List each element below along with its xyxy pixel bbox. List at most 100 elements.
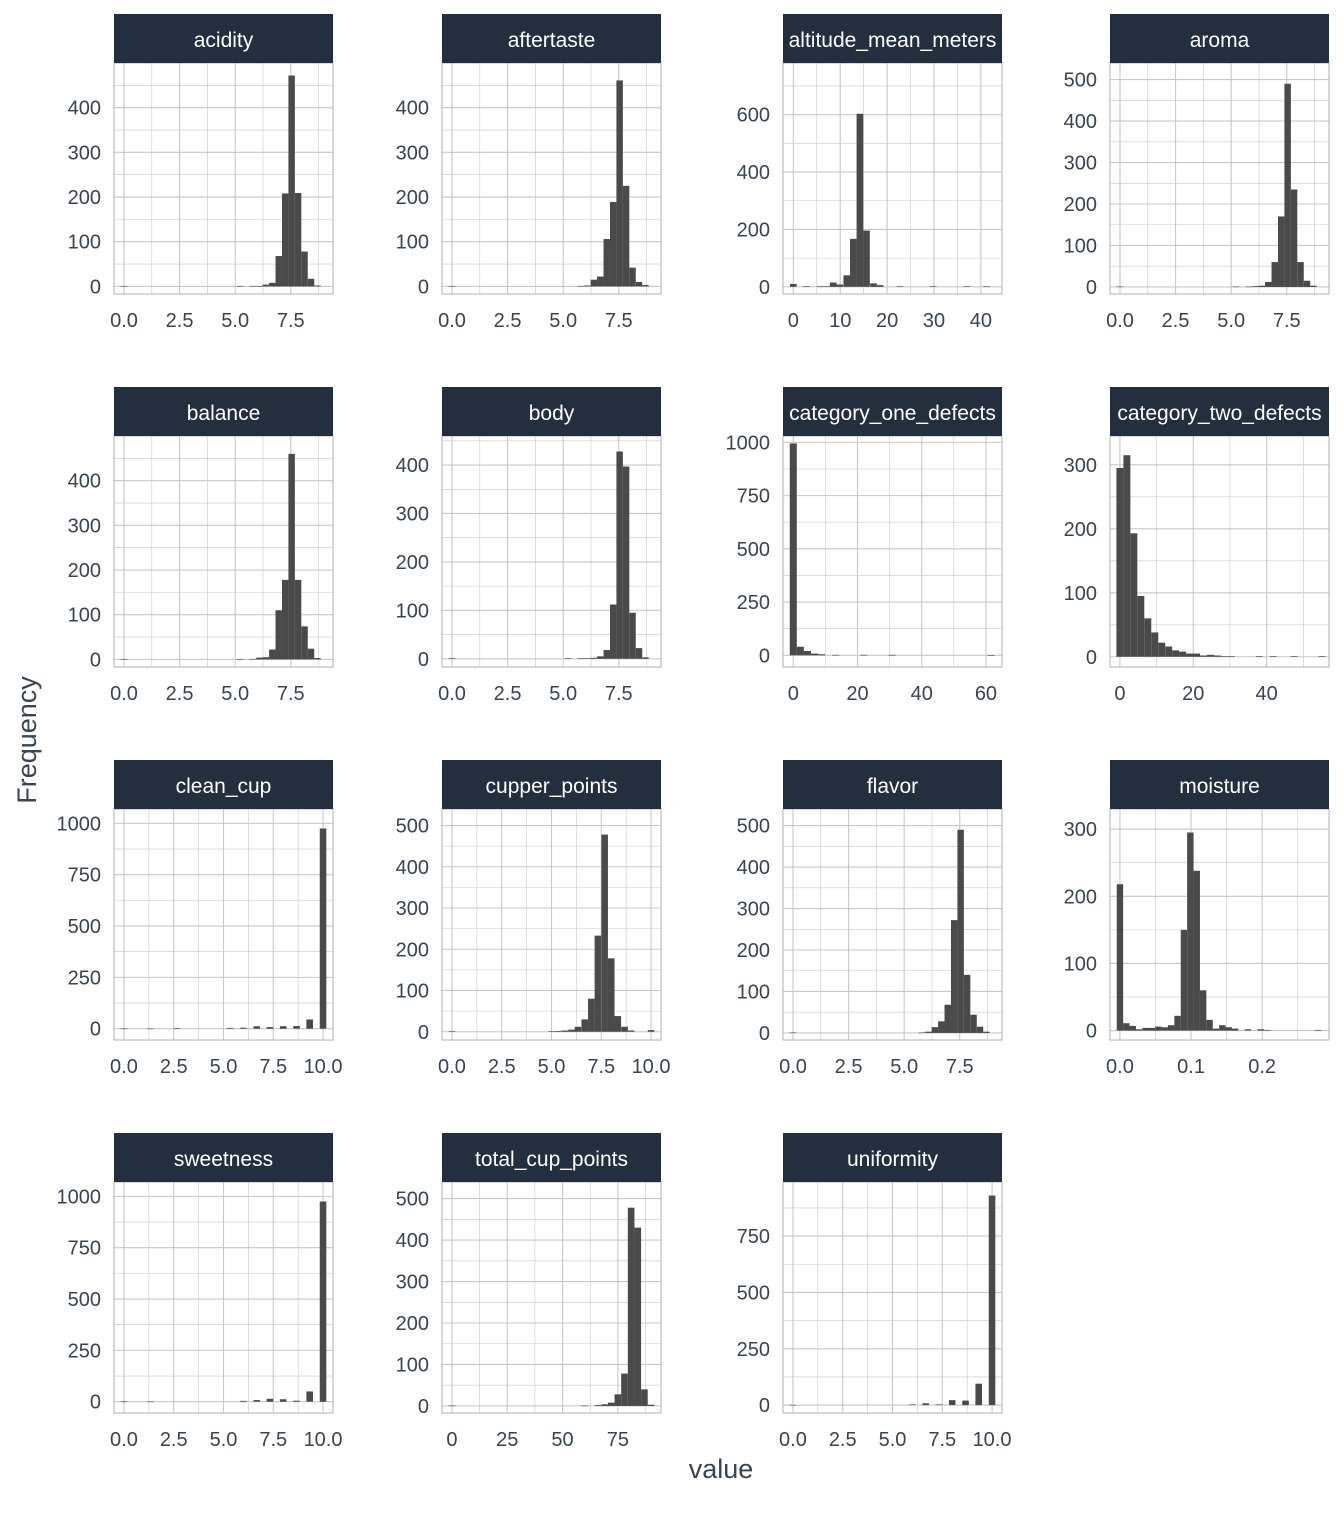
x-tick-label: 7.5	[1273, 310, 1301, 332]
strip-background	[442, 14, 661, 63]
histogram-bar	[306, 1391, 313, 1402]
strip-background	[1110, 387, 1329, 436]
y-tick-label: 200	[737, 940, 770, 962]
histogram-bar	[236, 658, 244, 660]
bars	[789, 113, 990, 287]
histogram-bar	[810, 653, 819, 656]
histogram-bar	[607, 1402, 615, 1406]
y-tick-label: 500	[737, 539, 770, 561]
histogram-bar	[240, 1400, 247, 1402]
strip-label: sweetness	[174, 1148, 273, 1171]
y-tick-label: 400	[396, 455, 429, 477]
y-tick-label: 500	[1064, 70, 1097, 92]
y-tick-label: 100	[396, 981, 429, 1003]
y-tick-label: 750	[737, 486, 770, 508]
grid	[783, 436, 1002, 667]
histogram-bar	[1220, 656, 1228, 657]
y-tick-label: 0	[90, 276, 101, 298]
histogram-bar	[588, 998, 595, 1032]
strip-background	[114, 14, 333, 63]
strip-background	[783, 14, 1002, 63]
strip-label: moisture	[1179, 775, 1260, 798]
y-tick-label: 100	[68, 605, 101, 627]
x-tick-label: 0.0	[110, 683, 138, 705]
grid	[114, 809, 333, 1040]
y-tick-label: 0	[1086, 647, 1097, 669]
histogram-bar	[147, 1028, 154, 1030]
y-tick-label: 400	[396, 1230, 429, 1252]
y-tick-label: 1000	[57, 813, 102, 835]
x-tick-label: 10.0	[632, 1056, 671, 1078]
histogram-bar	[288, 453, 295, 660]
histogram-bar	[1135, 1029, 1143, 1031]
x-tick-label: 0.0	[438, 310, 466, 332]
histogram-bar	[1165, 646, 1173, 657]
histogram-bar	[1315, 1029, 1322, 1031]
histogram-bar	[293, 1400, 300, 1402]
y-tick-label: 100	[1064, 953, 1097, 975]
histogram-bar	[1265, 281, 1272, 287]
x-tick-label: 7.5	[928, 1429, 956, 1451]
y-tick-label: 0	[1086, 277, 1097, 299]
y-tick-label: 300	[396, 1272, 429, 1294]
histogram-bar	[816, 286, 824, 287]
y-tick-label: 100	[396, 1354, 429, 1376]
histogram-bar	[448, 658, 456, 659]
panel-flavor: flavor 0.0 2.5 5.0 7.5 0 100 200 300 400 500	[737, 760, 1003, 1078]
histogram-bar	[1116, 467, 1124, 657]
histogram-bar	[1284, 83, 1291, 287]
histogram-bar	[818, 654, 826, 656]
strip-label: clean_cup	[176, 775, 272, 798]
histogram-bar	[262, 284, 270, 287]
histogram-bar	[836, 284, 844, 287]
histogram-bar	[843, 275, 851, 287]
histogram-bar	[266, 1027, 274, 1029]
histogram-bar	[275, 610, 282, 660]
histogram-bar	[1225, 1027, 1232, 1031]
histogram-bar	[925, 1031, 932, 1033]
histogram-bar	[314, 285, 321, 287]
x-tick-label: 75	[607, 1429, 629, 1451]
y-tick-label: 0	[418, 1022, 429, 1044]
histogram-bar	[256, 285, 263, 287]
bars	[120, 1201, 327, 1403]
strip-background	[442, 387, 661, 436]
histogram-bar	[1158, 642, 1166, 657]
bars	[448, 1207, 655, 1407]
x-tick-label: 5.0	[890, 1056, 918, 1078]
histogram-bar	[1277, 216, 1285, 287]
histogram-bar	[856, 113, 864, 287]
bars	[120, 828, 327, 1030]
y-tick-label: 0	[759, 1023, 770, 1045]
histogram-bar	[448, 285, 456, 287]
histogram-bar	[621, 1373, 628, 1406]
x-tick-label: 0.0	[779, 1056, 807, 1078]
histogram-bar	[307, 278, 315, 287]
histogram-bar	[622, 466, 630, 659]
x-tick-label: 2.5	[494, 683, 522, 705]
histogram-bar	[1290, 189, 1298, 287]
histogram-bar	[863, 230, 870, 287]
histogram-bar	[616, 451, 623, 659]
histogram-bar	[1255, 656, 1263, 657]
histogram-bar	[226, 1027, 234, 1029]
panel-border	[782, 62, 1003, 295]
strip-label: aroma	[1190, 29, 1250, 52]
histogram-bar	[1187, 832, 1194, 1031]
grid	[442, 809, 661, 1040]
x-tick-label: 5.0	[221, 683, 249, 705]
x-tick-label: 10.0	[973, 1429, 1012, 1451]
histogram-bar	[581, 1405, 588, 1407]
grid	[442, 1182, 661, 1413]
histogram-bar	[1207, 654, 1214, 657]
histogram-bar	[1199, 990, 1207, 1031]
x-tick-label: 0.0	[110, 1429, 138, 1451]
histogram-bar	[597, 656, 604, 659]
histogram-bar	[832, 654, 840, 656]
x-tick-label: 7.5	[259, 1429, 287, 1451]
histogram-bar	[574, 1026, 582, 1032]
bars	[789, 443, 995, 656]
y-tick-label: 500	[737, 1282, 770, 1304]
histogram-bar	[120, 1028, 128, 1030]
